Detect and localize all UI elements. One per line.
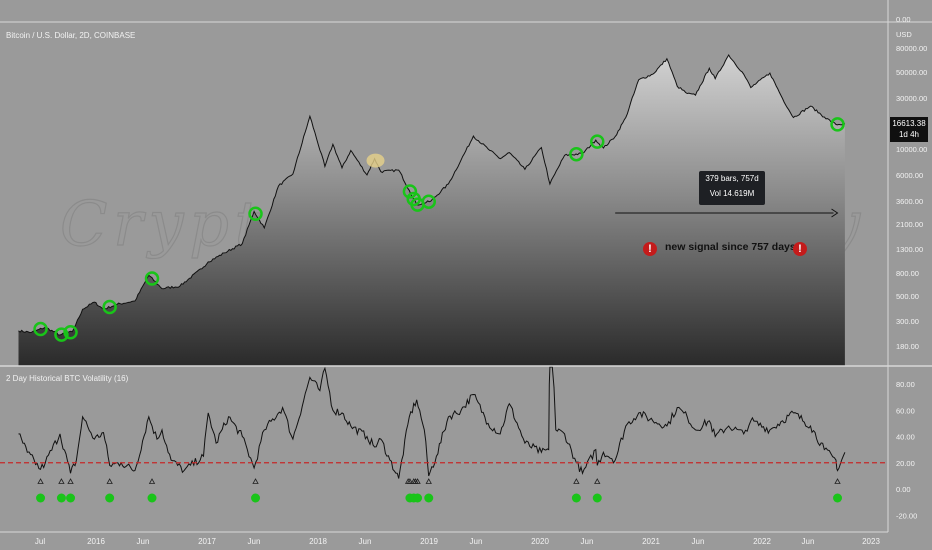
current-price-value: 16613.38 xyxy=(892,119,926,128)
volatility-signal-dot xyxy=(56,493,66,503)
exclamation-circle-icon: ! xyxy=(643,242,657,256)
volatility-indicator-title: 2 Day Historical BTC Volatility (16) xyxy=(6,374,129,383)
price-area-fill xyxy=(18,55,845,366)
triangle-marker xyxy=(67,478,74,484)
volatility-signal-dot xyxy=(105,493,115,503)
volatility-axis-tick: 60.00 xyxy=(896,406,915,415)
volatility-signal-dot xyxy=(147,493,157,503)
price-panel xyxy=(18,53,846,366)
triangle-marker xyxy=(414,478,421,484)
price-axis-tick: 80000.00 xyxy=(896,44,927,53)
price-axis-tick: 50000.00 xyxy=(896,68,927,77)
price-axis-tick: 180.00 xyxy=(896,342,919,351)
exclamation-circle-icon: ! xyxy=(793,242,807,256)
time-axis-tick: Jun xyxy=(692,537,705,546)
price-axis-tick: 0.00 xyxy=(896,15,911,24)
time-axis-tick: Jun xyxy=(137,537,150,546)
volatility-signal-dot xyxy=(592,493,602,503)
time-axis-tick: 2019 xyxy=(420,537,438,546)
time-axis-tick: 2020 xyxy=(531,537,549,546)
volatility-signal-dot xyxy=(571,493,581,503)
price-signal-marker xyxy=(54,327,69,342)
price-axis-tick: 800.00 xyxy=(896,269,919,278)
triangle-marker xyxy=(148,478,156,484)
price-axis-tick: 30000.00 xyxy=(896,94,927,103)
volatility-axis-tick: 80.00 xyxy=(896,380,915,389)
volatility-signal-dot xyxy=(251,493,261,503)
measure-bars-label: 379 bars, 757d xyxy=(705,174,759,183)
price-signal-marker xyxy=(569,146,584,162)
triangle-marker xyxy=(573,478,580,484)
triangle-marker xyxy=(58,478,65,484)
price-line xyxy=(18,53,846,336)
bar-countdown: 1d 4h xyxy=(898,130,920,139)
time-axis-tick: Jun xyxy=(359,537,372,546)
time-axis-tick: Jul xyxy=(35,537,45,546)
current-price-badge[interactable]: 16613.38 1d 4h xyxy=(890,117,928,142)
signal-annotation: new signal since 757 days xyxy=(665,241,796,253)
triangle-marker xyxy=(425,478,432,484)
triangle-marker xyxy=(834,478,841,484)
price-signal-marker xyxy=(590,134,605,149)
volatility-panel xyxy=(0,366,888,503)
price-axis-tick: 1300.00 xyxy=(896,245,923,254)
triangle-marker xyxy=(406,478,414,484)
time-axis-tick: 2018 xyxy=(309,537,327,546)
volatility-axis-tick: -20.00 xyxy=(896,511,917,520)
volatility-axis-tick: 40.00 xyxy=(896,433,915,442)
price-chart-title: Bitcoin / U.S. Dollar, 2D, COINBASE xyxy=(6,31,136,40)
volatility-signal-dot xyxy=(36,493,46,503)
triangle-marker xyxy=(37,478,44,484)
time-axis-tick: 2021 xyxy=(642,537,660,546)
measure-volume-label: Vol 14.619M xyxy=(709,189,755,198)
triangle-marker xyxy=(594,478,601,484)
highlight-marker xyxy=(366,153,385,168)
price-axis-tick: 10000.00 xyxy=(896,145,927,154)
volatility-axis-tick: 0.00 xyxy=(896,485,911,494)
price-signal-marker xyxy=(144,271,160,286)
time-axis-tick: 2022 xyxy=(753,537,771,546)
price-axis-tick: 3600.00 xyxy=(896,197,923,206)
price-signal-marker xyxy=(248,206,263,221)
measure-arrow-head xyxy=(831,208,839,218)
price-signal-marker xyxy=(830,117,845,132)
triangle-marker xyxy=(106,478,113,484)
time-axis-tick: 2017 xyxy=(198,537,216,546)
price-axis-tick: USD xyxy=(896,30,912,39)
price-signal-marker xyxy=(63,325,78,340)
volatility-axis-tick: 20.00 xyxy=(896,459,915,468)
price-signal-marker xyxy=(33,321,48,337)
price-signal-marker xyxy=(421,194,436,209)
price-axis-tick: 500.00 xyxy=(896,292,919,301)
time-axis-tick: Jun xyxy=(802,537,815,546)
volatility-signal-dot xyxy=(424,493,434,503)
time-axis-tick: Jun xyxy=(470,537,483,546)
price-signal-marker xyxy=(402,184,418,199)
volatility-signal-dot xyxy=(66,493,76,503)
volatility-signal-dot xyxy=(833,493,843,503)
volatility-signal-dot xyxy=(413,493,423,503)
price-axis-tick: 6000.00 xyxy=(896,171,923,180)
time-axis-tick: 2023 xyxy=(862,537,880,546)
time-axis-tick: 2016 xyxy=(87,537,105,546)
time-axis-tick: Jun xyxy=(248,537,261,546)
triangle-marker xyxy=(252,478,259,484)
price-signal-marker xyxy=(102,299,117,315)
volatility-line xyxy=(18,366,846,479)
measure-tooltip: 379 bars, 757d Vol 14.619M xyxy=(699,171,765,205)
time-axis-tick: Jun xyxy=(581,537,594,546)
price-axis-tick: 2100.00 xyxy=(896,220,923,229)
price-axis-tick: 300.00 xyxy=(896,317,919,326)
